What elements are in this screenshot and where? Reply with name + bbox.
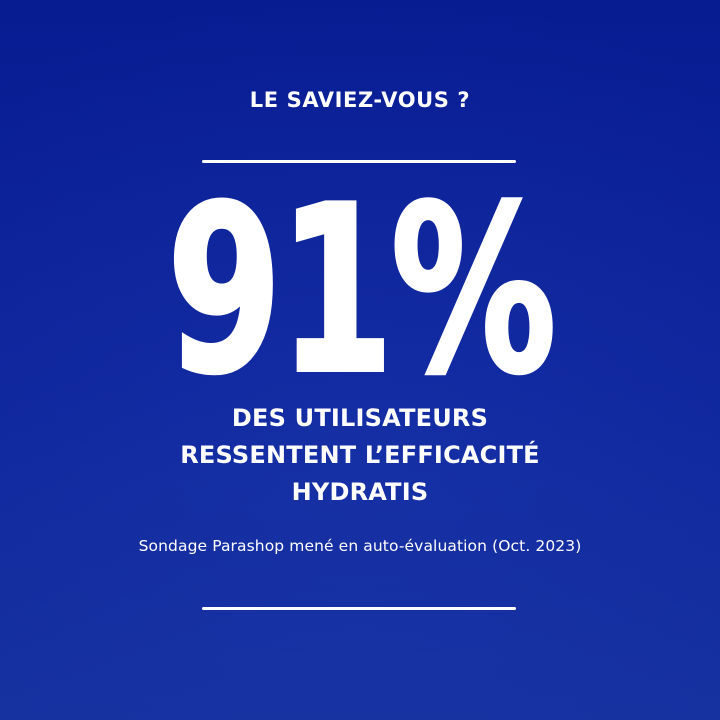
stat-caption: DES UTILISATEURS RESSENTENT L’EFFICACITÉ… — [0, 400, 720, 511]
card-header: LE SAVIEZ-VOUS ? — [249, 88, 471, 112]
stat-caption-line-2: RESSENTENT L’EFFICACITÉ — [180, 441, 540, 469]
stat-caption-line-3: HYDRATIS — [291, 478, 429, 506]
top-divider — [202, 160, 516, 163]
bottom-divider — [202, 607, 516, 610]
source-note: Sondage Parashop mené en auto-évaluation… — [138, 537, 582, 555]
stat-value: 91% — [165, 158, 558, 425]
stat-caption-line-1: DES UTILISATEURS — [231, 404, 489, 432]
